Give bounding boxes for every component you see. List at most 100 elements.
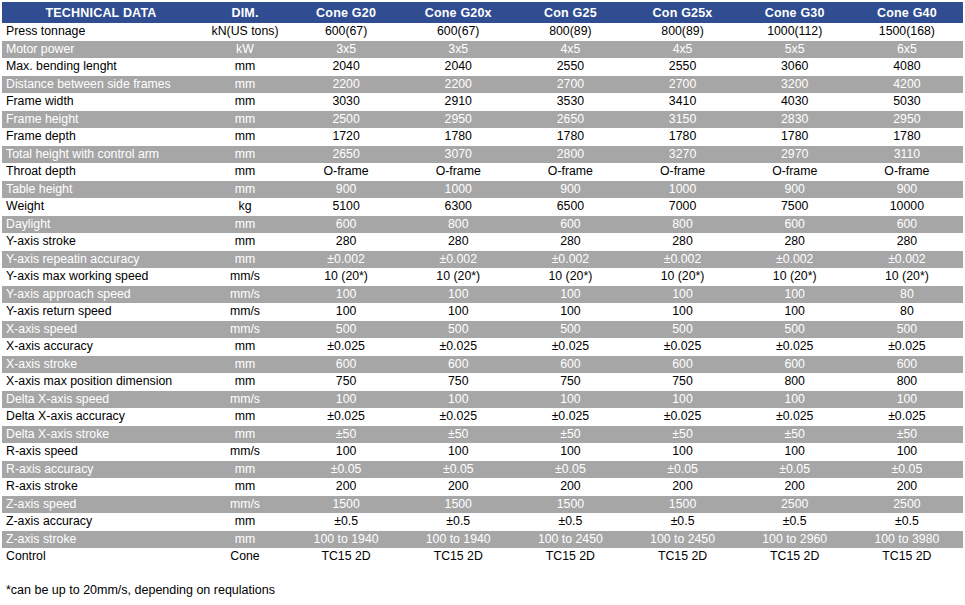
value-cell: 500 (851, 321, 963, 339)
value-cell: ±0.05 (514, 461, 626, 479)
value-cell: ±0.5 (402, 513, 514, 531)
value-cell: 1000 (402, 181, 514, 199)
value-cell: 100 (514, 286, 626, 304)
value-cell: 100 (514, 443, 626, 461)
value-cell: 80 (851, 286, 963, 304)
dim-cell: mm/s (200, 286, 290, 304)
dim-cell: mm (200, 181, 290, 199)
value-cell: 2700 (626, 76, 738, 94)
value-cell: 750 (290, 373, 402, 391)
value-cell: 2650 (290, 146, 402, 164)
dim-cell: kN(US tons) (200, 23, 290, 41)
value-cell: ±50 (851, 426, 963, 444)
row-label-cell: Frame depth (2, 128, 200, 146)
table-row: Frame heightmm250029502650315028302950 (2, 111, 963, 129)
value-cell: 2040 (290, 58, 402, 76)
table-header-row: TECHNICAL DATADIM.Cone G20Cone G20xCon G… (2, 2, 963, 23)
value-cell: ±0.025 (514, 338, 626, 356)
dim-cell: mm (200, 531, 290, 549)
row-label-cell: R-axis stroke (2, 478, 200, 496)
table-row: Delta X-axis strokemm±50±50±50±50±50±50 (2, 426, 963, 444)
value-cell: 200 (851, 478, 963, 496)
value-cell: 2950 (402, 111, 514, 129)
value-cell: 1780 (851, 128, 963, 146)
dim-cell: mm (200, 426, 290, 444)
value-cell: 2950 (851, 111, 963, 129)
table-row: Y-axis approach speedmm/s100100100100100… (2, 286, 963, 304)
value-cell: 4x5 (514, 41, 626, 59)
row-label-cell: X-axis max position dimension (2, 373, 200, 391)
value-cell: ±0.5 (626, 513, 738, 531)
value-cell: 200 (626, 478, 738, 496)
value-cell: 280 (739, 233, 851, 251)
dim-cell: mm (200, 163, 290, 181)
value-cell: 280 (402, 233, 514, 251)
value-cell: ±0.05 (851, 461, 963, 479)
value-cell: 100 (514, 391, 626, 409)
value-cell: 750 (402, 373, 514, 391)
value-cell: ±0.025 (626, 338, 738, 356)
value-cell: 2500 (290, 111, 402, 129)
value-cell: 600 (739, 216, 851, 234)
value-cell: ±50 (739, 426, 851, 444)
table-row: Total height with control armmm265030702… (2, 146, 963, 164)
value-cell: 800 (851, 373, 963, 391)
table-row: Table heightmm90010009001000900900 (2, 181, 963, 199)
value-cell: 500 (626, 321, 738, 339)
value-cell: 800 (402, 216, 514, 234)
table-row: Z-axis strokemm100 to 1940100 to 1940100… (2, 531, 963, 549)
value-cell: ±0.002 (514, 251, 626, 269)
value-cell: O-frame (402, 163, 514, 181)
value-cell: 3110 (851, 146, 963, 164)
value-cell: 1500 (626, 496, 738, 514)
value-cell: 500 (402, 321, 514, 339)
value-cell: 3030 (290, 93, 402, 111)
value-cell: ±0.05 (626, 461, 738, 479)
value-cell: 10 (20*) (851, 268, 963, 286)
value-cell: 280 (514, 233, 626, 251)
value-cell: 10 (20*) (290, 268, 402, 286)
value-cell: 900 (739, 181, 851, 199)
value-cell: 600 (739, 356, 851, 374)
table-row: Z-axis accuracymm±0.5±0.5±0.5±0.5±0.5±0.… (2, 513, 963, 531)
value-cell: 80 (851, 303, 963, 321)
value-cell: TC15 2D (626, 548, 738, 566)
value-cell: ±0.025 (851, 408, 963, 426)
table-row: Delta X-axis accuracymm±0.025±0.025±0.02… (2, 408, 963, 426)
value-cell: 200 (514, 478, 626, 496)
value-cell: ±0.5 (290, 513, 402, 531)
value-cell: 100 to 1940 (402, 531, 514, 549)
header-cell-model: Cone G20x (402, 2, 514, 23)
value-cell: O-frame (290, 163, 402, 181)
dim-cell: kW (200, 41, 290, 59)
value-cell: 3x5 (290, 41, 402, 59)
value-cell: 600(67) (290, 23, 402, 41)
value-cell: 800(89) (626, 23, 738, 41)
value-cell: ±0.002 (402, 251, 514, 269)
table-row: R-axis speedmm/s100100100100100100 (2, 443, 963, 461)
value-cell: 1500 (402, 496, 514, 514)
value-cell: 10000 (851, 198, 963, 216)
table-row: Y-axis max working speedmm/s10 (20*)10 (… (2, 268, 963, 286)
dim-cell: mm (200, 128, 290, 146)
value-cell: 200 (402, 478, 514, 496)
value-cell: 100 (851, 391, 963, 409)
value-cell: 800 (626, 216, 738, 234)
table-row: Max. bending lenghtmm2040204025502550306… (2, 58, 963, 76)
value-cell: 6x5 (851, 41, 963, 59)
value-cell: ±0.05 (290, 461, 402, 479)
table-row: ControlConeTC15 2DTC15 2DTC15 2DTC15 2DT… (2, 548, 963, 566)
dim-cell: mm/s (200, 391, 290, 409)
dim-cell: Cone (200, 548, 290, 566)
value-cell: 100 (739, 286, 851, 304)
row-label-cell: Max. bending lenght (2, 58, 200, 76)
row-label-cell: Daylight (2, 216, 200, 234)
value-cell: O-frame (626, 163, 738, 181)
value-cell: 7000 (626, 198, 738, 216)
technical-data-table: TECHNICAL DATADIM.Cone G20Cone G20xCon G… (2, 2, 963, 566)
value-cell: 100 (290, 303, 402, 321)
dim-cell: mm (200, 251, 290, 269)
value-cell: 280 (290, 233, 402, 251)
value-cell: ±0.5 (514, 513, 626, 531)
value-cell: 2700 (514, 76, 626, 94)
